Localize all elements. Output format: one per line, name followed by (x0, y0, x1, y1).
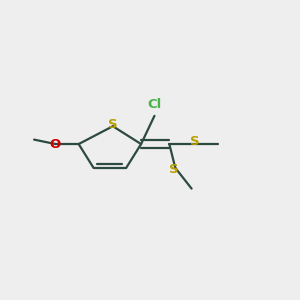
Text: O: O (50, 138, 61, 151)
Text: S: S (190, 135, 200, 148)
Text: Cl: Cl (147, 98, 162, 111)
Text: S: S (108, 118, 118, 131)
Text: S: S (169, 163, 178, 176)
